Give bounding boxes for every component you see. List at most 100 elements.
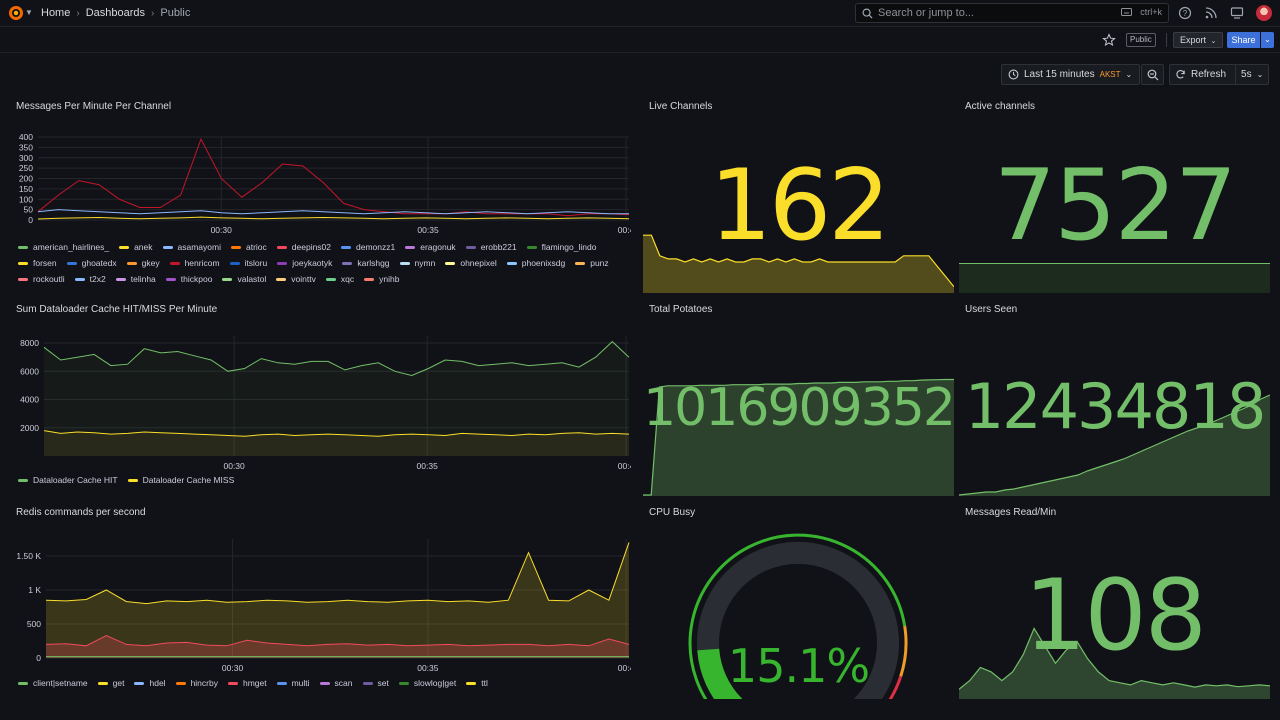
time-range-picker[interactable]: Last 15 minutes AKST ⌄ <box>1001 64 1140 85</box>
legend-item[interactable]: get <box>97 675 124 691</box>
export-button[interactable]: Export ⌄ <box>1173 32 1224 48</box>
series-line[interactable] <box>45 635 630 647</box>
help-icon[interactable]: ? <box>1178 6 1192 20</box>
keyboard-icon <box>1121 8 1133 16</box>
legend-item[interactable]: demonzz1 <box>341 239 395 255</box>
legend-item[interactable]: t2x2 <box>74 271 106 287</box>
panel-title: Messages Per Minute Per Channel <box>16 101 172 112</box>
legend-item[interactable]: atrioc <box>230 239 267 255</box>
series-line[interactable] <box>43 340 630 377</box>
legend-item[interactable]: ohnepixel <box>445 255 497 271</box>
legend-item[interactable]: ynihb <box>364 271 399 287</box>
legend-item[interactable]: Dataloader Cache MISS <box>127 472 234 488</box>
panel-active-channels[interactable]: Active channels 7527 <box>959 101 1270 293</box>
panel-users-seen[interactable]: Users Seen 12434818 <box>959 304 1270 496</box>
breadcrumb-dashboards[interactable]: Dashboards <box>85 7 146 19</box>
dashboard-toolbar <box>0 27 1280 53</box>
legend-item[interactable]: gkey <box>126 255 160 271</box>
refresh-button[interactable]: Refresh 5s ⌄ <box>1169 64 1269 85</box>
news-feed-icon[interactable] <box>1204 6 1218 20</box>
panel-cpu-busy[interactable]: CPU Busy 15.1% <box>643 507 954 699</box>
search-input[interactable]: Search or jump to... ctrl+k <box>855 3 1169 23</box>
stat-value: 12434818 <box>964 370 1267 443</box>
legend-item[interactable]: forsen <box>18 255 57 271</box>
legend-label: telinha <box>130 274 156 284</box>
series-line[interactable] <box>37 137 630 217</box>
legend-label: gkey <box>141 258 160 268</box>
legend-swatch <box>362 681 373 685</box>
shortcut-label: ctrl+k <box>1140 7 1162 17</box>
legend-item[interactable]: scan <box>319 675 353 691</box>
panel-live-channels[interactable]: Live Channels 162 <box>643 101 954 293</box>
panel-messages-read[interactable]: Messages Read/Min 108 <box>959 507 1270 699</box>
legend-item[interactable]: thickpoo <box>165 271 212 287</box>
y-tick-label: 50 <box>24 205 34 215</box>
legend-item[interactable]: anek <box>119 239 153 255</box>
series-line[interactable] <box>43 430 630 437</box>
legend-item[interactable]: slowlog|get <box>398 675 456 691</box>
legend-item[interactable]: asamayomi <box>162 239 221 255</box>
legend-label: karlshgg <box>357 258 390 268</box>
panel-title: Messages Read/Min <box>965 507 1057 518</box>
legend-item[interactable]: valastol <box>222 271 266 287</box>
legend-swatch <box>227 681 238 685</box>
breadcrumb-home[interactable]: Home <box>41 7 71 19</box>
series-line[interactable] <box>37 209 629 215</box>
grafana-logo-icon[interactable] <box>8 5 24 21</box>
star-icon[interactable] <box>1102 33 1116 47</box>
legend-item[interactable]: phoenixsdg <box>506 255 565 271</box>
sparkline-area <box>959 395 1270 496</box>
panel-title: Sum Dataloader Cache HIT/MISS Per Minute <box>16 304 218 315</box>
legend-item[interactable]: client|setname <box>18 675 88 691</box>
logo-chevron-down-icon[interactable]: ▼ <box>25 8 33 17</box>
sparkline-area <box>643 379 954 496</box>
refresh-interval-select[interactable]: 5s <box>1241 69 1252 80</box>
user-avatar[interactable] <box>1256 5 1272 21</box>
series-line[interactable] <box>37 216 630 220</box>
legend-item[interactable]: hmget <box>227 675 267 691</box>
legend-item[interactable]: telinha <box>115 271 156 287</box>
legend-label: hdel <box>149 678 166 688</box>
gauge-threshold-green <box>688 533 907 699</box>
legend-item[interactable]: itsloru <box>229 255 267 271</box>
legend-item[interactable]: karlshgg <box>342 255 390 271</box>
kiosk-mode-icon[interactable] <box>1230 6 1244 20</box>
y-tick-label: 350 <box>19 142 33 152</box>
stat-value: 7527 <box>993 149 1237 263</box>
y-tick-label: 4000 <box>20 395 39 405</box>
legend-item[interactable]: flamingo_lindo <box>526 239 596 255</box>
legend-item[interactable]: punz <box>575 255 609 271</box>
legend-item[interactable]: ghoatedx <box>66 255 117 271</box>
legend-item[interactable]: xqc <box>325 271 354 287</box>
dataloader-timeseries-chart[interactable]: 8000 6000 4000 2000 00:30 00:35 00:4 <box>16 332 631 472</box>
legend-item[interactable]: hincrby <box>175 675 218 691</box>
series-line[interactable] <box>45 542 630 605</box>
legend-item[interactable]: american_hairlines_ <box>18 239 109 255</box>
legend-item[interactable]: henricom <box>169 255 220 271</box>
panel-dataloader-cache[interactable]: Sum Dataloader Cache HIT/MISS Per Minute… <box>16 304 631 494</box>
redis-timeseries-chart[interactable]: 1.50 K 1 K 500 0 00:30 00:35 00:4 <box>16 531 631 675</box>
share-button[interactable]: Share <box>1227 32 1260 48</box>
legend-label: Dataloader Cache HIT <box>33 475 118 485</box>
gauge-value-arc <box>697 648 743 699</box>
legend-item[interactable]: vointtv <box>276 271 316 287</box>
legend-item[interactable]: set <box>362 675 389 691</box>
share-chevron-down-icon[interactable]: ⌄ <box>1261 32 1274 48</box>
legend-item[interactable]: nymn <box>399 255 435 271</box>
legend-item[interactable]: ttl <box>466 675 488 691</box>
legend-label: scan <box>334 678 353 688</box>
legend-item[interactable]: deepins02 <box>276 239 331 255</box>
panel-messages-per-minute[interactable]: Messages Per Minute Per Channel 400 350 30… <box>16 101 631 291</box>
legend-item[interactable]: rockoutli <box>18 271 65 287</box>
legend-item[interactable]: Dataloader Cache HIT <box>18 472 118 488</box>
legend-item[interactable]: hdel <box>134 675 166 691</box>
panel-total-potatoes[interactable]: Total Potatoes 1016909352 <box>643 304 956 496</box>
zoom-out-button[interactable] <box>1141 64 1164 85</box>
legend-item[interactable]: multi <box>276 675 310 691</box>
y-tick-label: 1.50 K <box>16 551 41 561</box>
legend-item[interactable]: joeykaotyk <box>277 255 332 271</box>
legend-item[interactable]: eragonuk <box>405 239 456 255</box>
legend-item[interactable]: erobb221 <box>465 239 517 255</box>
